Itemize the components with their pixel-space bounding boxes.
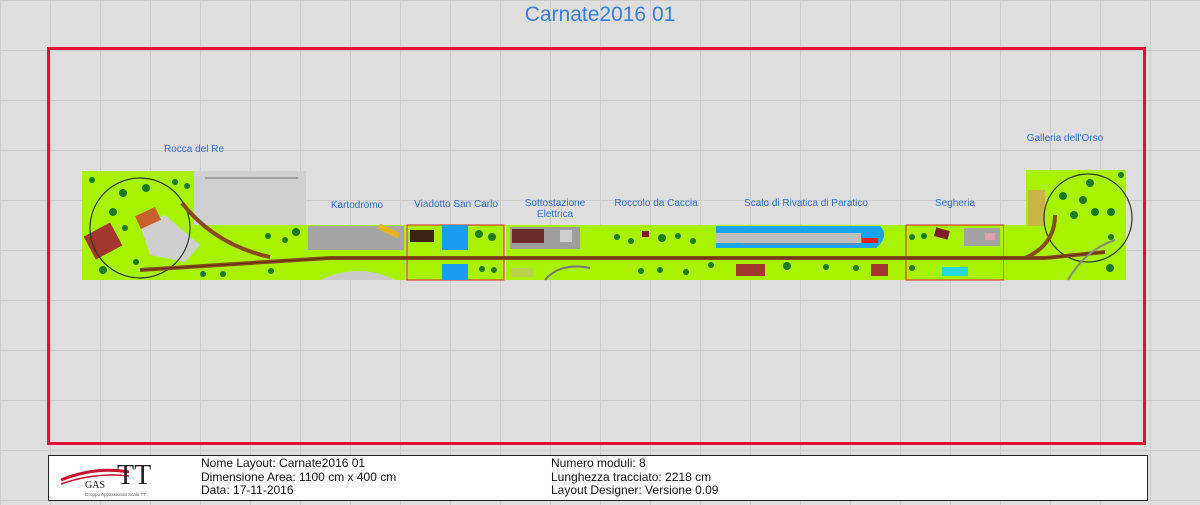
module-sottostazione-elettrica — [506, 225, 606, 281]
logo-tagline: Gruppo Appassionati Scala TT — [85, 492, 146, 497]
label-rocca-del-re: Rocca del Re — [163, 144, 225, 155]
gas-tt-logo: TT GAS Gruppo Appassionati Scala TT — [60, 460, 151, 497]
module-connector — [1004, 225, 1026, 280]
numero-moduli: Numero moduli: 8 — [551, 456, 646, 470]
module-segheria — [905, 224, 1005, 281]
module-scalo-rivatica — [706, 225, 906, 280]
info-column-right: Numero moduli: 8 Lunghezza tracciato: 22… — [551, 456, 719, 498]
label-roccolo-da-caccia: Roccolo da Caccia — [614, 198, 698, 209]
layout-designer-version: Layout Designer: Versione 0.09 — [551, 483, 719, 497]
module-viadotto-san-carlo — [406, 224, 505, 281]
label-kartodromo: Kartodromo — [330, 200, 384, 211]
logo-gas-text: GAS — [85, 480, 105, 491]
label-viadotto-san-carlo: Viadotto San Carlo — [414, 199, 498, 210]
module-kartodromo — [308, 223, 406, 280]
logo-tt-text: TT — [117, 460, 151, 491]
main-track-rail — [139, 251, 1106, 271]
label-segheria: Segheria — [934, 198, 976, 209]
lunghezza-tracciato: Lunghezza tracciato: 2218 cm — [551, 469, 712, 484]
label-sottostazione-elettrica: Sottostazione Elettrica — [524, 198, 586, 220]
layout-area-frame — [47, 47, 1146, 445]
layout-title: Carnate2016 01 — [524, 3, 676, 26]
data-layout: Data: 17-11-2016 — [201, 483, 294, 497]
label-galleria-dell-orso: Galleria dell'Orso — [1026, 133, 1104, 144]
branch-line — [1067, 239, 1116, 281]
label-scalo-rivatica: Scalo di Rivatica di Paratico — [744, 198, 868, 209]
info-column-left: Nome Layout: Carnate2016 01 Dimensione A… — [201, 456, 397, 498]
module-roccolo-da-caccia — [606, 225, 706, 280]
nome-layout: Nome Layout: Carnate2016 01 — [201, 456, 366, 470]
info-panel: TT GAS Gruppo Appassionati Scala TT Nome… — [48, 455, 1148, 501]
module-galleria-dell-orso — [1026, 170, 1133, 280]
module-rocca-del-re — [82, 171, 308, 280]
dimensione-area: Dimensione Area: 1100 cm x 400 cm — [201, 469, 397, 484]
